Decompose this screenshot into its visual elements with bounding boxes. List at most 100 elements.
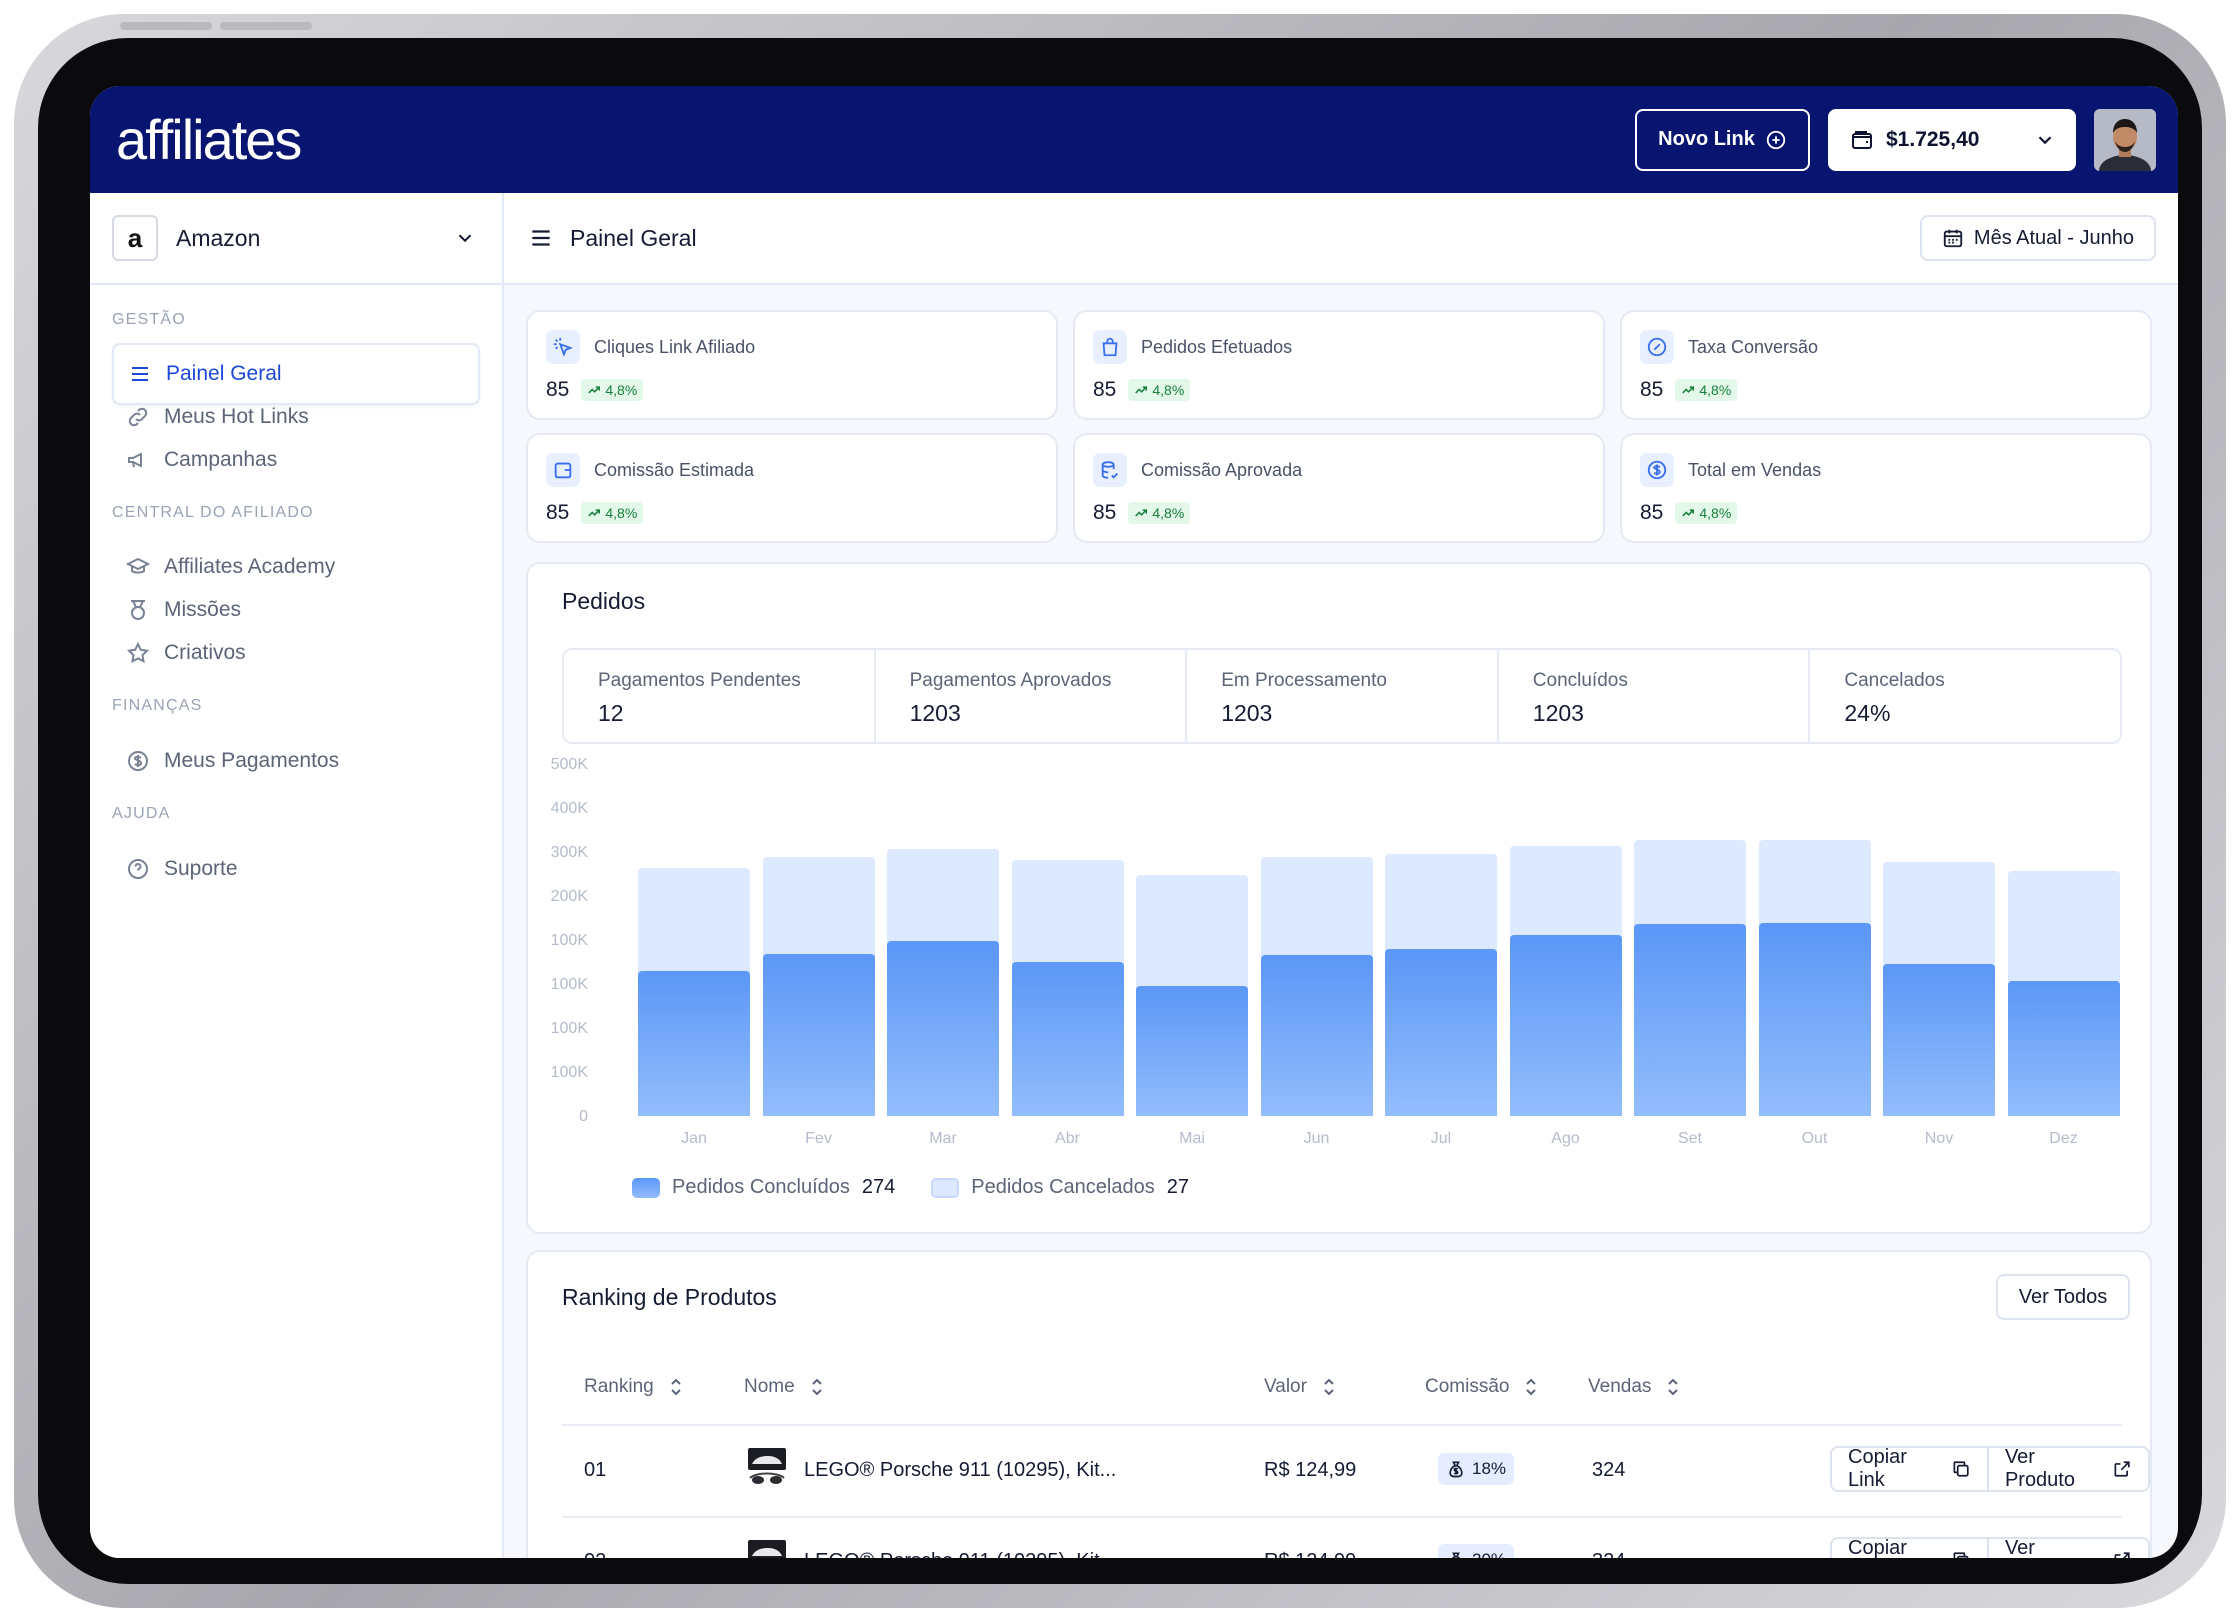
view-product-button[interactable]: Ver Produto	[1989, 1446, 2148, 1491]
sidebar-item-hot-links[interactable]: Meus Hot Links	[112, 386, 480, 448]
sidebar: a Amazon GESTÃO Painel Geral Meus Hot Li…	[90, 193, 504, 1558]
page-title: Painel Geral	[570, 224, 697, 251]
bar-concluidos-nov[interactable]	[1883, 963, 1995, 1116]
chevron-down-icon	[2038, 135, 2052, 144]
sidebar-item-criativos[interactable]: Criativos	[112, 622, 480, 684]
trend-up-icon	[1135, 509, 1148, 517]
y-tick-label: 100K	[550, 932, 588, 949]
trend-up-icon	[1682, 509, 1695, 517]
bar-concluidos-ago[interactable]	[1509, 934, 1622, 1116]
view-all-button[interactable]: Ver Todos	[1996, 1274, 2130, 1320]
order-summary-cell: Concluídos 1203	[1499, 650, 1811, 742]
stat-card-total-vendas: Total em Vendas 85 4,8%	[1620, 433, 2152, 543]
x-tick-label: Fev	[805, 1130, 832, 1147]
bar-concluidos-fev[interactable]	[762, 953, 875, 1116]
legend-swatch-cancelados	[931, 1177, 960, 1198]
x-tick-label: Out	[1801, 1130, 1828, 1147]
user-avatar[interactable]	[2094, 108, 2156, 171]
x-tick-label: Jan	[681, 1130, 707, 1147]
sales-cell: 324	[1592, 1459, 1626, 1481]
table-divider	[562, 1516, 2122, 1518]
star-icon	[126, 641, 150, 664]
percent-icon	[1640, 330, 1674, 364]
external-link-icon	[2114, 1552, 2130, 1558]
sort-icon	[671, 1378, 681, 1396]
rank-cell: 01	[584, 1459, 607, 1481]
order-summary-label: Concluídos	[1532, 670, 1628, 691]
x-tick-label: Abr	[1055, 1130, 1080, 1147]
click-icon	[546, 330, 580, 364]
trend-up-icon	[588, 386, 601, 394]
bar-concluidos-jun[interactable]	[1260, 955, 1373, 1116]
hardware-button	[220, 22, 312, 30]
store-selector[interactable]: a Amazon	[90, 193, 502, 285]
stat-label: Total em Vendas	[1688, 459, 1822, 480]
stat-label: Pedidos Efetuados	[1141, 336, 1293, 357]
sidebar-item-label: Suporte	[164, 857, 238, 880]
bar-concluidos-jan[interactable]	[638, 970, 750, 1116]
sidebar-item-campanhas[interactable]: Campanhas	[112, 429, 480, 491]
bar-concluidos-abr[interactable]	[1011, 962, 1124, 1116]
row-actions: Copiar Link Ver Produto	[1830, 1446, 2150, 1492]
order-summary-cell: Pagamentos Pendentes 12	[564, 650, 876, 742]
sidebar-item-suporte[interactable]: Suporte	[112, 838, 480, 900]
x-tick-label: Set	[1677, 1130, 1702, 1147]
bar-concluidos-mai[interactable]	[1136, 986, 1248, 1116]
view-product-button[interactable]: Ver Produto	[1989, 1537, 2148, 1558]
tablet-frame: affiliates Novo Link $1.725,40	[14, 14, 2226, 1608]
sidebar-item-painel-geral[interactable]: Painel Geral	[112, 343, 480, 405]
period-label: Mês Atual - Junho	[1973, 226, 2134, 249]
copy-link-button[interactable]: Copiar Link	[1832, 1446, 1989, 1491]
dollar-circle-icon	[128, 751, 148, 771]
y-tick-label: 100K	[550, 1020, 588, 1037]
sidebar-item-academy[interactable]: Affiliates Academy	[112, 536, 480, 598]
column-header-ranking[interactable]: Ranking	[584, 1376, 684, 1398]
stat-card-cliques: Cliques Link Afiliado 85 4,8%	[526, 310, 1058, 420]
product-thumbnail	[744, 1446, 790, 1492]
stat-card-comissao-estimada: Comissão Estimada 85 4,8%	[526, 433, 1058, 543]
plus-circle-icon	[1766, 130, 1785, 149]
trend-up-icon	[1135, 386, 1148, 394]
column-header-comissao[interactable]: Comissão	[1425, 1376, 1539, 1398]
menu-toggle-icon[interactable]	[528, 225, 554, 251]
bar-concluidos-mar[interactable]	[887, 940, 999, 1116]
order-summary-label: Pagamentos Pendentes	[598, 670, 801, 691]
trend-up-icon	[1682, 386, 1695, 394]
stat-value: 85	[1640, 378, 1664, 401]
external-link-icon	[2114, 1461, 2130, 1477]
order-summary-label: Cancelados	[1844, 670, 1945, 691]
column-header-valor[interactable]: Valor	[1264, 1376, 1337, 1398]
product-thumbnail	[744, 1538, 790, 1558]
y-tick-label: 400K	[550, 800, 588, 817]
megaphone-icon	[128, 452, 142, 468]
orders-summary: Pagamentos Pendentes 12 Pagamentos Aprov…	[562, 648, 2122, 744]
sidebar-item-label: Campanhas	[164, 448, 278, 471]
trend-up-icon	[588, 509, 601, 517]
sidebar-item-label: Affiliates Academy	[164, 555, 336, 578]
copy-link-button[interactable]: Copiar Link	[1832, 1537, 1989, 1558]
bar-concluidos-set[interactable]	[1634, 924, 1746, 1116]
row-actions: Copiar Link Ver Produto	[1830, 1537, 2150, 1558]
y-tick-label: 100K	[550, 976, 588, 993]
y-tick-label: 500K	[550, 756, 588, 773]
new-link-button[interactable]: Novo Link	[1635, 108, 1810, 171]
legend-swatch-concluidos	[632, 1177, 660, 1198]
bar-concluidos-dez[interactable]	[2007, 980, 2120, 1116]
top-navbar: affiliates Novo Link $1.725,40	[90, 86, 2178, 193]
x-tick-label: Jun	[1303, 1130, 1330, 1147]
sidebar-item-pagamentos[interactable]: Meus Pagamentos	[112, 730, 480, 792]
period-selector-button[interactable]: Mês Atual - Junho	[1919, 215, 2156, 261]
section-title-gestao: GESTÃO	[112, 311, 186, 328]
calendar-icon	[1943, 229, 1963, 248]
balance-dropdown[interactable]: $1.725,40	[1828, 108, 2076, 171]
column-header-nome[interactable]: Nome	[744, 1376, 825, 1398]
store-name: Amazon	[176, 224, 261, 251]
stat-card-comissao-aprovada: Comissão Aprovada 85 4,8%	[1073, 433, 1605, 543]
stat-label: Taxa Conversão	[1688, 336, 1819, 357]
column-header-vendas[interactable]: Vendas	[1588, 1376, 1681, 1398]
bar-concluidos-out[interactable]	[1758, 922, 1871, 1116]
section-title-financas: FINANÇAS	[112, 697, 203, 714]
sidebar-item-missoes[interactable]: Missões	[112, 579, 480, 641]
order-summary-value: 1203	[909, 700, 961, 726]
bar-concluidos-jul[interactable]	[1385, 949, 1497, 1116]
